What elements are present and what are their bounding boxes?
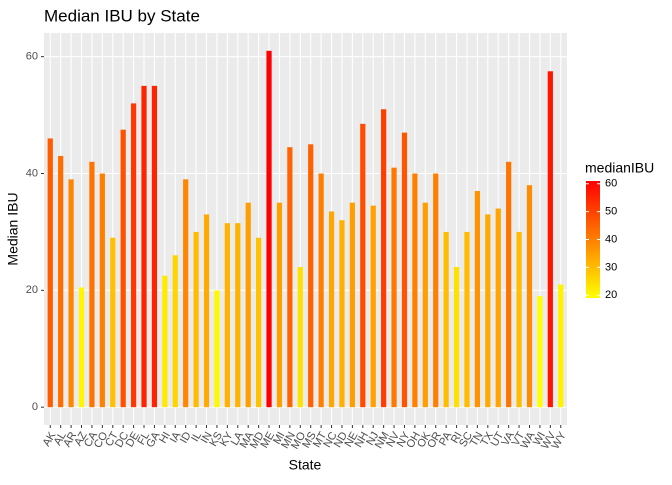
bar xyxy=(99,173,105,408)
x-tick-label: RI xyxy=(449,430,465,446)
bar xyxy=(381,109,387,408)
bar xyxy=(68,179,74,408)
legend-label: 30 xyxy=(605,261,617,273)
bar xyxy=(58,155,64,408)
x-axis-label: State xyxy=(289,457,322,473)
legend-colorbar xyxy=(586,181,600,298)
bar xyxy=(464,231,470,408)
bar xyxy=(89,161,95,408)
bar xyxy=(235,223,241,408)
bar xyxy=(422,202,428,408)
legend-label: 60 xyxy=(605,178,617,190)
y-axis-label: Median IBU xyxy=(5,192,21,265)
x-tick-label: WI xyxy=(531,430,548,448)
bar xyxy=(328,211,335,408)
bar xyxy=(183,179,189,408)
legend-label: 20 xyxy=(605,289,617,301)
bar xyxy=(214,290,220,408)
bar xyxy=(256,237,262,408)
bar xyxy=(287,147,293,408)
x-tick-label: AL xyxy=(52,430,69,448)
bar xyxy=(245,202,251,408)
bar xyxy=(120,129,126,408)
bar xyxy=(339,220,345,408)
x-tick-label: FL xyxy=(135,430,152,447)
bar xyxy=(141,85,147,408)
bar xyxy=(110,237,116,408)
legend-label: 50 xyxy=(605,206,617,218)
bar xyxy=(162,275,168,408)
y-tick-label: 20 xyxy=(26,284,38,296)
bar xyxy=(308,144,314,408)
bar xyxy=(474,191,481,408)
bar xyxy=(401,132,408,408)
bar xyxy=(453,266,460,408)
y-tick-label: 60 xyxy=(26,51,38,63)
bar xyxy=(78,287,85,408)
bar xyxy=(391,167,397,408)
bar xyxy=(266,50,272,408)
bar xyxy=(485,214,491,408)
bar xyxy=(370,205,376,408)
bar xyxy=(172,255,178,408)
bar xyxy=(433,173,439,408)
bar xyxy=(412,173,418,408)
bar xyxy=(349,202,355,408)
bar xyxy=(443,231,449,408)
y-tick-label: 40 xyxy=(26,167,38,179)
y-tick-label: 0 xyxy=(32,401,38,413)
bar xyxy=(360,123,366,408)
chart-title: Median IBU by State xyxy=(44,6,200,25)
bar xyxy=(318,173,324,408)
bar xyxy=(506,161,512,408)
legend-title: medianIBU xyxy=(585,160,654,176)
x-tick-label: MI xyxy=(271,430,288,447)
bar xyxy=(130,103,137,408)
bar xyxy=(526,185,533,408)
bar xyxy=(224,223,230,408)
bar xyxy=(558,284,564,408)
bar xyxy=(297,266,303,408)
bar xyxy=(203,214,210,408)
x-tick-label: ID xyxy=(178,430,194,446)
bar xyxy=(537,296,543,408)
bar xyxy=(547,71,553,408)
bar xyxy=(276,202,283,408)
bar xyxy=(193,231,199,408)
bar xyxy=(47,138,53,408)
x-tick-label: IN xyxy=(199,430,215,446)
bar xyxy=(495,208,501,408)
legend-label: 40 xyxy=(605,233,617,245)
x-tick-label: HI xyxy=(157,430,173,446)
bar xyxy=(151,85,158,408)
x-tick-label: NJ xyxy=(364,430,381,448)
bar xyxy=(516,231,522,408)
